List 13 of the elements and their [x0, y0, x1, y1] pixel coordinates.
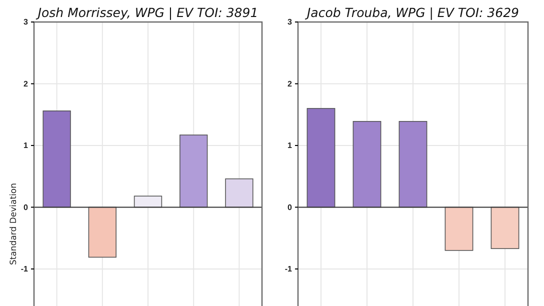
y-tick-label: 3 [24, 18, 29, 27]
y-tick-label: -1 [20, 264, 29, 274]
y-tick-label: -1 [284, 264, 293, 274]
y-tick-label: 0 [24, 202, 29, 212]
chart-title: Jacob Trouba, WPG | EV TOI: 3629 [304, 5, 520, 20]
y-tick-label: 1 [288, 141, 293, 150]
y-axis-title: Standard Deviation [9, 182, 19, 266]
y-tick-label: 3 [288, 18, 293, 27]
y-tick-label: 0 [288, 202, 293, 212]
chart-title: Josh Morrissey, WPG | EV TOI: 3891 [34, 5, 258, 20]
y-tick-label: 2 [288, 79, 293, 88]
y-tick-label: 1 [24, 141, 29, 150]
y-tick-label: 2 [24, 79, 29, 88]
